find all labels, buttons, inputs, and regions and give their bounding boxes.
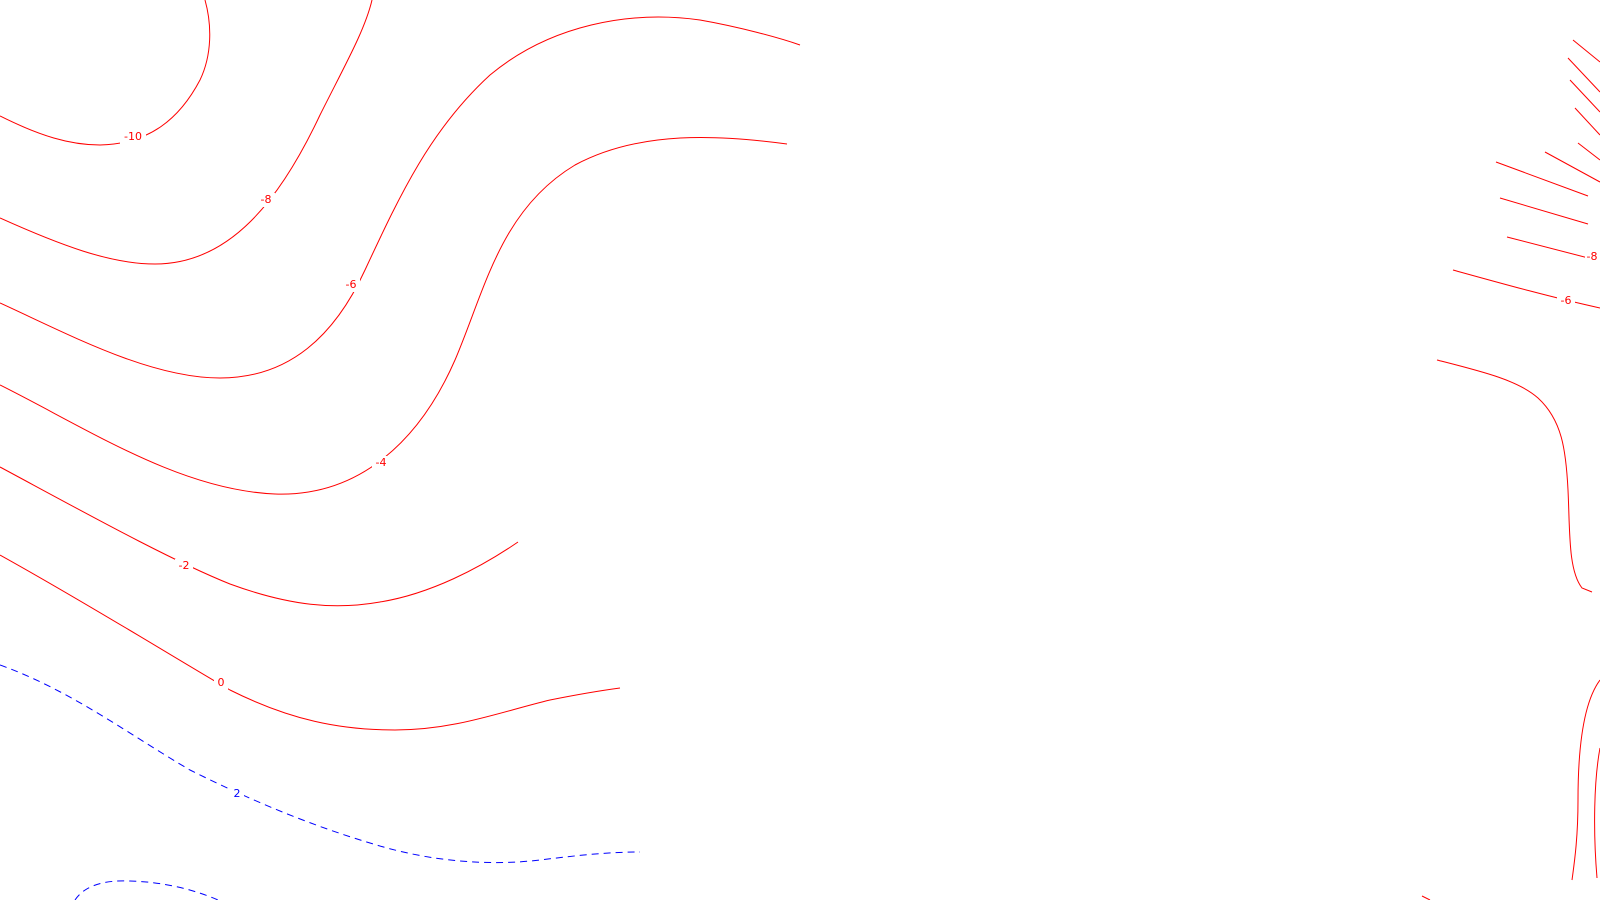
svg-text:0: 0 [218,676,225,689]
contour-label-dashed-2: 2 [230,787,244,801]
svg-text:-10: -10 [124,130,142,143]
contour-right-fan-7 [1495,161,1589,197]
contour-label-m8: -8 [257,193,275,207]
contour-right-fan-2 [1567,57,1600,93]
contour-right-fan-3 [1569,79,1600,113]
contour-line-m8 [0,0,373,265]
contour-right-lower-1 [1571,679,1600,881]
contour-right-lower-2 [1594,747,1600,879]
contour-label-m4: -4 [372,456,390,470]
contour-line-dashed-lower [74,880,219,900]
contour-right-corner [1421,895,1431,900]
contour-right-fan-8 [1499,197,1589,225]
svg-text:2: 2 [234,787,241,800]
contour-line-m2 [0,466,519,607]
contour-right-m6 [1452,269,1600,309]
svg-text:-8: -8 [1587,250,1598,263]
contour-right-fan-6 [1544,151,1600,183]
contour-line-m4 [0,136,788,495]
svg-text:-6: -6 [346,278,357,291]
contour-label-m6: -6 [342,278,360,292]
svg-text:-4: -4 [376,456,387,469]
svg-text:-2: -2 [179,559,190,572]
contour-label-m2: -2 [175,559,193,573]
contour-label-m10: -10 [120,130,146,144]
contour-line-dashed-2 [0,664,641,864]
contour-label-right-m6: -6 [1557,294,1575,308]
svg-text:-8: -8 [261,193,272,206]
contour-label-0: 0 [214,676,228,690]
contour-right-fan-1 [1572,39,1600,63]
contour-right-fan-9 [1506,236,1600,262]
svg-text:-6: -6 [1561,294,1572,307]
contour-label-right-m8: -8 [1585,250,1600,264]
contour-line-m6 [0,16,801,379]
contour-right-fan-5 [1577,142,1600,161]
contour-right-fan-4 [1574,107,1600,136]
contour-right-bend [1436,359,1593,593]
contour-line-0 [0,554,621,731]
contour-line-m10 [0,0,211,146]
